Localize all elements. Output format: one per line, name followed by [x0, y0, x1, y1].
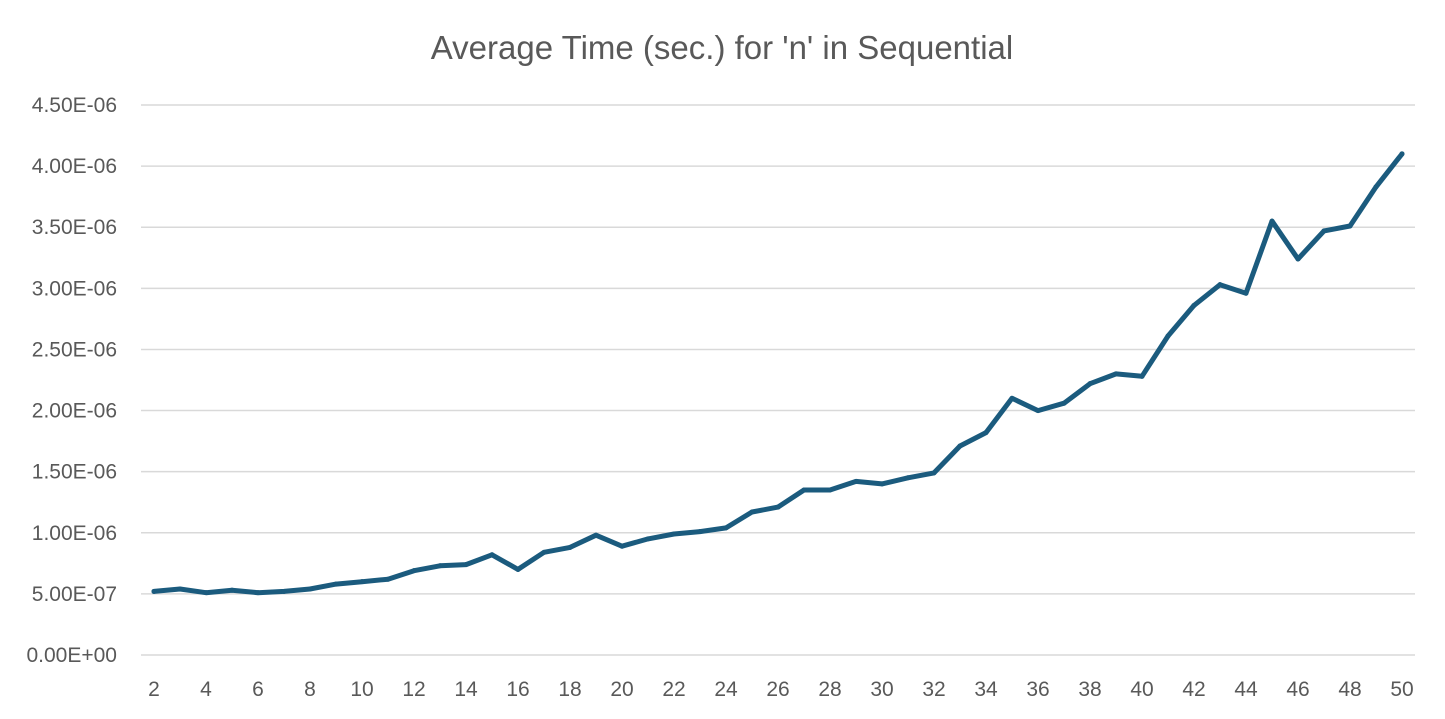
- x-tick-label: 12: [402, 678, 425, 701]
- data-point: [931, 470, 937, 476]
- y-tick-label: 2.00E-06: [32, 400, 117, 423]
- y-tick-label: 1.00E-06: [32, 522, 117, 545]
- x-tick-label: 14: [454, 678, 478, 701]
- data-point: [775, 504, 781, 510]
- data-point: [827, 487, 833, 493]
- data-point: [567, 544, 573, 550]
- x-tick-label: 22: [662, 678, 685, 701]
- data-point: [437, 563, 443, 569]
- data-point: [723, 525, 729, 531]
- data-point: [1165, 333, 1171, 339]
- x-tick-label: 16: [506, 678, 529, 701]
- data-point: [359, 579, 365, 585]
- x-tick-label: 20: [610, 678, 633, 701]
- x-tick-label: 38: [1078, 678, 1101, 701]
- data-point: [281, 588, 287, 594]
- data-point: [1373, 184, 1379, 190]
- data-point: [333, 581, 339, 587]
- x-tick-label: 36: [1026, 678, 1049, 701]
- x-tick-label: 8: [304, 678, 316, 701]
- data-point: [229, 587, 235, 593]
- x-tick-label: 30: [870, 678, 893, 701]
- x-tick-label: 50: [1390, 678, 1413, 701]
- y-tick-label: 3.50E-06: [32, 216, 117, 239]
- data-point: [255, 590, 261, 596]
- data-point: [1321, 228, 1327, 234]
- data-point: [177, 586, 183, 592]
- x-tick-label: 6: [252, 678, 264, 701]
- data-point: [645, 536, 651, 542]
- data-point: [1295, 256, 1301, 262]
- data-point: [411, 568, 417, 574]
- data-point: [671, 531, 677, 537]
- data-point: [749, 509, 755, 515]
- chart-title: Average Time (sec.) for 'n' in Sequentia…: [431, 29, 1013, 66]
- x-tick-label: 40: [1130, 678, 1153, 701]
- data-point: [385, 576, 391, 582]
- x-tick-label: 44: [1234, 678, 1258, 701]
- series-line: [151, 151, 1405, 596]
- data-point: [983, 430, 989, 436]
- data-point: [203, 590, 209, 596]
- data-point: [151, 588, 157, 594]
- gridlines: [141, 104, 1415, 656]
- y-axis-tick-labels: 0.00E+00 5.00E-07 1.00E-06 1.50E-06 2.00E-06…: [26, 94, 117, 667]
- x-axis-tick-labels: 2 4 6 8 10 12 14 16 18 20 22 24 26 28 30 32 34 36 38 40 42 44…: [148, 678, 1414, 701]
- data-point: [463, 562, 469, 568]
- x-tick-label: 34: [974, 678, 998, 701]
- y-tick-label: 0.00E+00: [26, 644, 117, 667]
- data-point: [1217, 282, 1223, 288]
- y-tick-label: 5.00E-07: [32, 583, 117, 606]
- x-tick-label: 26: [766, 678, 789, 701]
- y-tick-label: 2.50E-06: [32, 338, 117, 361]
- data-point: [1087, 381, 1093, 387]
- data-point: [1347, 223, 1353, 229]
- data-point: [879, 481, 885, 487]
- data-point: [1035, 408, 1041, 414]
- x-tick-label: 28: [818, 678, 841, 701]
- data-point: [1009, 395, 1015, 401]
- data-point: [541, 549, 547, 555]
- data-point: [619, 543, 625, 549]
- data-point: [489, 552, 495, 558]
- x-tick-label: 48: [1338, 678, 1361, 701]
- y-tick-label: 4.00E-06: [32, 155, 117, 178]
- data-point: [801, 487, 807, 493]
- data-point: [515, 566, 521, 572]
- x-tick-label: 46: [1286, 678, 1309, 701]
- x-tick-label: 2: [148, 678, 160, 701]
- x-tick-label: 10: [350, 678, 373, 701]
- data-point: [1243, 290, 1249, 296]
- data-point: [593, 532, 599, 538]
- x-tick-label: 42: [1182, 678, 1205, 701]
- data-point: [1139, 373, 1145, 379]
- series-layer: [151, 151, 1405, 596]
- x-tick-label: 24: [714, 678, 738, 701]
- data-point: [905, 475, 911, 481]
- y-tick-label: 1.50E-06: [32, 461, 117, 484]
- data-point: [697, 529, 703, 535]
- data-point: [307, 586, 313, 592]
- y-tick-label: 4.50E-06: [32, 94, 117, 117]
- x-tick-label: 4: [200, 678, 212, 701]
- x-tick-label: 32: [922, 678, 945, 701]
- y-tick-label: 3.00E-06: [32, 277, 117, 300]
- data-point: [1113, 371, 1119, 377]
- data-point: [1269, 218, 1275, 224]
- data-point: [1399, 151, 1405, 157]
- data-point: [1061, 400, 1067, 406]
- data-point: [853, 478, 859, 484]
- x-tick-label: 18: [558, 678, 581, 701]
- data-point: [957, 443, 963, 449]
- data-point: [1191, 302, 1197, 308]
